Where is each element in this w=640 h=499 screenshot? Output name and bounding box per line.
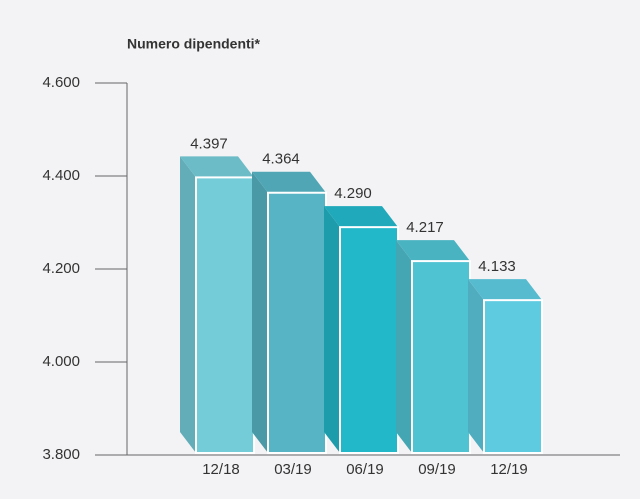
x-tick-label: 12/19 <box>490 461 528 478</box>
data-label: 4.133 <box>478 258 516 275</box>
bar-top <box>180 156 254 178</box>
y-tick-label: 4.000 <box>42 353 80 370</box>
bar <box>339 226 399 454</box>
bar <box>411 260 471 454</box>
x-tick-label: 09/19 <box>418 461 456 478</box>
x-tick-label: 06/19 <box>346 461 384 478</box>
y-tick-label: 3.800 <box>42 446 80 463</box>
data-label: 4.364 <box>262 151 300 168</box>
data-label: 4.397 <box>190 135 228 152</box>
bar-side <box>468 279 484 453</box>
data-label: 4.290 <box>334 185 372 202</box>
bar-side <box>396 240 412 453</box>
y-tick-label: 4.200 <box>42 260 80 277</box>
bar <box>267 191 327 455</box>
y-tick-label: 4.400 <box>42 167 80 184</box>
x-tick-label: 12/18 <box>202 461 240 478</box>
bar-side <box>252 171 268 454</box>
y-tick-label: 4.600 <box>42 74 80 91</box>
bar-top <box>324 206 398 228</box>
bar-top <box>468 279 542 301</box>
bar <box>483 299 543 454</box>
data-label: 4.217 <box>406 219 444 236</box>
bar-top <box>252 171 326 193</box>
chart-title: Numero dipendenti* <box>127 36 261 52</box>
bar <box>195 176 255 455</box>
bar-top <box>396 240 470 262</box>
bar-side <box>180 156 196 453</box>
x-tick-label: 03/19 <box>274 461 312 478</box>
bar-side <box>324 206 340 453</box>
